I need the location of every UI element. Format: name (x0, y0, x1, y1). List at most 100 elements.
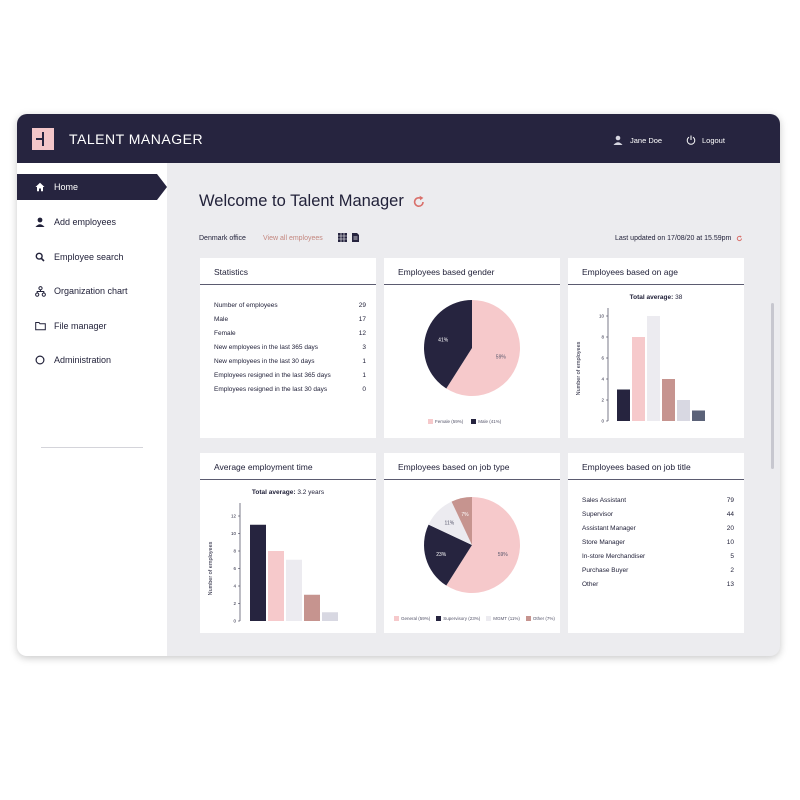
chart-subtitle: Total average: 3.2 years (252, 489, 325, 496)
grid-view-icon[interactable] (338, 233, 347, 242)
stat-row: In-store Merchandiser 5 (582, 553, 734, 560)
sidebar-item-file-manager[interactable]: File manager (17, 313, 167, 339)
scrollbar[interactable] (771, 303, 774, 469)
card-title: Employees based gender (384, 258, 560, 285)
card-title: Employees based on job type (384, 453, 560, 480)
legend-item: Supervisory (23%) (436, 616, 480, 622)
y-tick-label: 10 (231, 531, 237, 536)
card-title: Average employment time (200, 453, 376, 480)
legend-item: Female (59%) (428, 419, 463, 425)
last-updated: Last updated on 17/08/20 at 15.59pm (615, 235, 743, 242)
y-tick-label: 6 (233, 566, 236, 571)
age-bar-chart: Total average: 38 0 2 4 6 8 10 Number of employ… (576, 294, 705, 424)
chart-subtitle: Total average: 38 (630, 294, 683, 301)
bar (286, 559, 302, 621)
sidebar-divider (41, 447, 143, 448)
y-tick-label: 8 (601, 335, 604, 340)
sidebar-item-organization-chart[interactable]: Organization chart (17, 278, 167, 304)
sidebar-item-home[interactable]: Home (17, 174, 167, 200)
bar (322, 612, 338, 621)
y-tick-label: 0 (233, 619, 236, 624)
app-title: TALENT MANAGER (69, 131, 204, 147)
view-all-employees-link[interactable]: View all employees (263, 235, 323, 242)
sidebar: Home Add employees Employee search Organ… (17, 163, 167, 656)
refresh-icon[interactable] (412, 195, 426, 209)
last-updated-text: Last updated on 17/08/20 at 15.59pm (615, 235, 732, 242)
bar (304, 594, 320, 621)
bar (250, 524, 266, 621)
sidebar-item-employee-search[interactable]: Employee search (17, 244, 167, 270)
y-tick-label: 2 (233, 601, 236, 606)
y-tick-label: 4 (233, 584, 236, 589)
job-type-pie-chart: 59% 23% 11% 7% (424, 497, 520, 593)
sidebar-item-add-employees[interactable]: Add employees (17, 209, 167, 235)
gender-pie-chart: 59% 41% (424, 300, 520, 396)
job-title-card: Employees based on job title Sales Assis… (568, 453, 744, 633)
view-toggle (338, 233, 360, 242)
stat-row: Store Manager 10 (582, 539, 734, 546)
bar (647, 316, 660, 421)
stat-row: Assistant Manager 20 (582, 525, 734, 532)
employment-time-bar-chart: Total average: 3.2 years 0 2 4 6 8 10 12 Number … (208, 489, 338, 624)
org-chart-icon (31, 285, 49, 297)
sidebar-item-label: Employee search (54, 252, 124, 262)
gender-chart-card: Employees based gender 59% 41% Female (59… (384, 258, 560, 438)
document-icon[interactable] (351, 233, 360, 242)
app-logo (32, 128, 54, 150)
slice-label: 59% (498, 552, 509, 558)
bar (677, 400, 690, 421)
card-title: Statistics (200, 258, 376, 285)
folder-icon (31, 321, 49, 331)
stat-row: Number of employees 29 (214, 302, 366, 309)
legend-item: Other (7%) (525, 616, 555, 622)
user-name: Jane Doe (630, 135, 663, 145)
pie-slice (424, 524, 472, 586)
y-axis-label: Number of employees (576, 341, 582, 395)
bar (632, 337, 645, 421)
job-type-chart-card: Employees based on job type 59% 23% 11% 7% … (384, 453, 560, 633)
bar (692, 410, 705, 421)
chart-legend: Female (59%) Male (41%) (428, 419, 501, 425)
y-tick-label: 10 (599, 314, 605, 319)
bar (268, 551, 284, 621)
slice-label: 11% (445, 520, 455, 526)
legend-item: Male (41%) (471, 419, 501, 425)
stat-row: New employees in the last 365 days 3 (214, 344, 366, 351)
chart-legend: General (59%) Supervisory (23%) MGMT (11… (394, 616, 555, 622)
sidebar-item-label: Administration (54, 355, 112, 365)
y-tick-label: 12 (231, 514, 237, 519)
refresh-icon[interactable] (736, 235, 743, 242)
slice-label: 41% (438, 338, 449, 344)
sidebar-item-label: File manager (54, 321, 107, 331)
page-title: Welcome to Talent Manager (199, 192, 426, 211)
stat-row: Purchase Buyer 2 (582, 567, 734, 574)
pie-slice (446, 497, 520, 593)
bar (617, 389, 630, 421)
sidebar-item-label: Organization chart (54, 286, 128, 296)
y-tick-label: 0 (601, 419, 604, 424)
office-label: Denmark office (199, 235, 246, 242)
card-title: Employees based on age (568, 258, 744, 285)
power-icon (686, 135, 696, 145)
stat-row: Male 17 (214, 316, 366, 323)
age-chart-card: Employees based on age Total average: 38… (568, 258, 744, 438)
bar (662, 379, 675, 421)
y-tick-label: 8 (233, 549, 236, 554)
user-menu[interactable]: Jane Doe (613, 135, 662, 145)
top-bar: TALENT MANAGER Jane Doe Logout (17, 114, 780, 163)
logout-button[interactable]: Logout (686, 135, 725, 145)
slice-label: 7% (461, 512, 469, 518)
circle-icon (31, 355, 49, 365)
stat-row: Female 12 (214, 330, 366, 337)
search-icon (31, 252, 49, 262)
user-icon (613, 135, 623, 145)
pie-slice (451, 497, 472, 545)
stat-row: Supervisor 44 (582, 511, 734, 518)
y-axis-label: Number of employees (208, 541, 214, 595)
legend-item: MGMT (11%) (486, 616, 520, 622)
logout-label: Logout (702, 135, 725, 145)
sidebar-item-administration[interactable]: Administration (17, 347, 167, 373)
y-tick-label: 6 (601, 356, 604, 361)
pie-slice (428, 501, 472, 545)
sidebar-item-label: Home (54, 182, 79, 192)
